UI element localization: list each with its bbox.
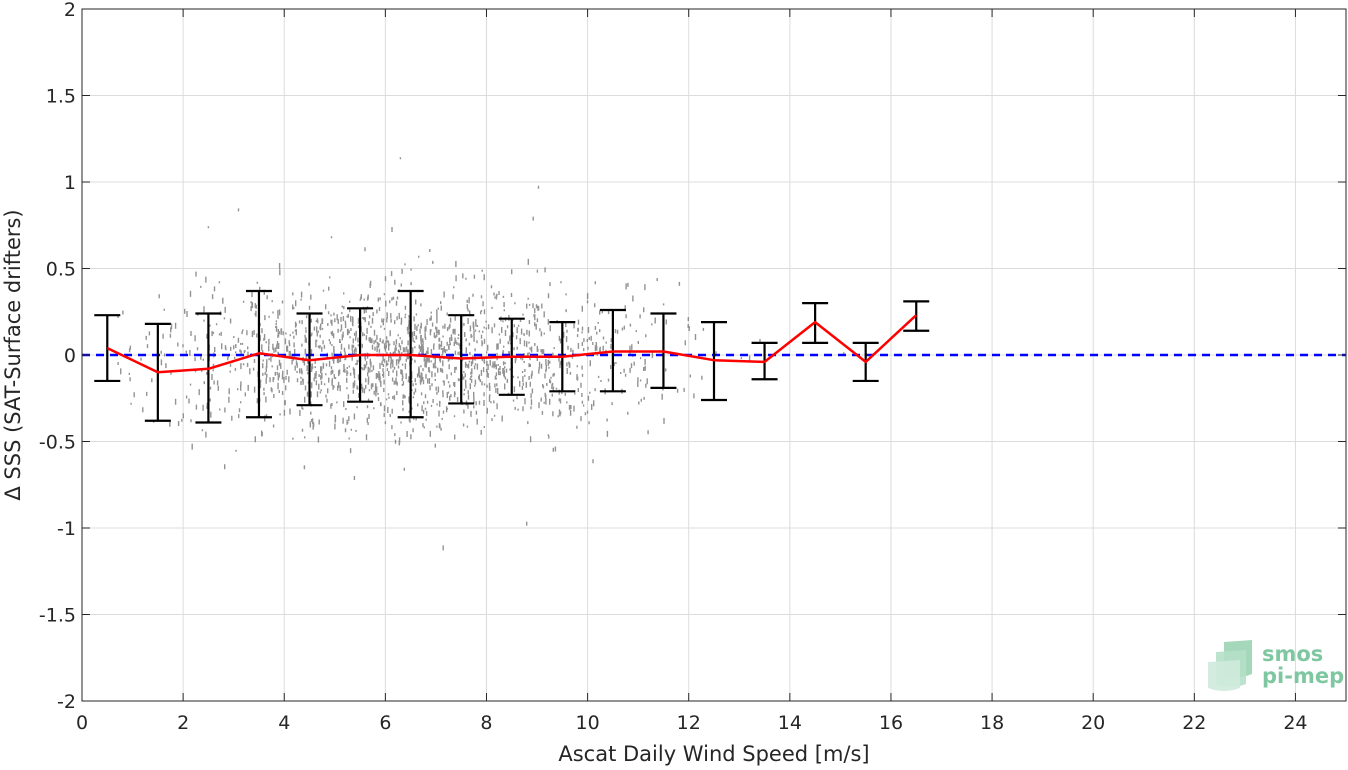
x-tick-label: 10 [576, 712, 600, 734]
y-tick-label: 1 [64, 172, 76, 194]
mean-line [106, 314, 918, 374]
logo-line2: pi-mep [1262, 664, 1344, 688]
y-axis-title: Δ SSS (SAT-Surface drifters) [1, 209, 25, 500]
x-tick-label: 0 [76, 712, 88, 734]
logo-line1: smos [1262, 642, 1323, 666]
x-tick-label: 18 [980, 712, 1004, 734]
x-tick-label: 12 [677, 712, 701, 734]
x-tick-label: 14 [778, 712, 802, 734]
y-tick-label: 0.5 [46, 259, 76, 281]
y-tick-label: 1.5 [46, 86, 76, 108]
y-tick-label: -2 [57, 691, 76, 713]
y-tick-label: -0.5 [39, 432, 76, 454]
x-tick-label: 22 [1182, 712, 1206, 734]
x-tick-label: 24 [1283, 712, 1307, 734]
x-tick-label: 20 [1081, 712, 1105, 734]
x-tick-label: 16 [879, 712, 903, 734]
mean-polyline [106, 314, 918, 374]
y-tick-label: 2 [64, 0, 76, 21]
logo-wave-front [1208, 660, 1240, 691]
x-tick-label: 8 [480, 712, 492, 734]
x-axis-ticks: 0 2 4 6 8 10 12 14 16 18 20 22 24 [76, 9, 1308, 734]
y-tick-label: -1.5 [39, 605, 76, 627]
error-bar [94, 314, 121, 383]
x-tick-label: 4 [278, 712, 290, 734]
x-tick-label: 2 [177, 712, 189, 734]
smos-pimep-logo: smos pi-mep [1208, 640, 1344, 691]
y-axis-ticks: -2 -1.5 -1 -0.5 0 0.5 1 1.5 2 [39, 0, 1346, 713]
scatter-points [117, 157, 845, 551]
x-axis-title: Ascat Daily Wind Speed [m/s] [558, 742, 869, 766]
scatter-cloud [117, 157, 845, 551]
x-tick-label: 6 [379, 712, 391, 734]
y-tick-label: -1 [57, 518, 76, 540]
y-tick-label: 0 [64, 345, 76, 367]
